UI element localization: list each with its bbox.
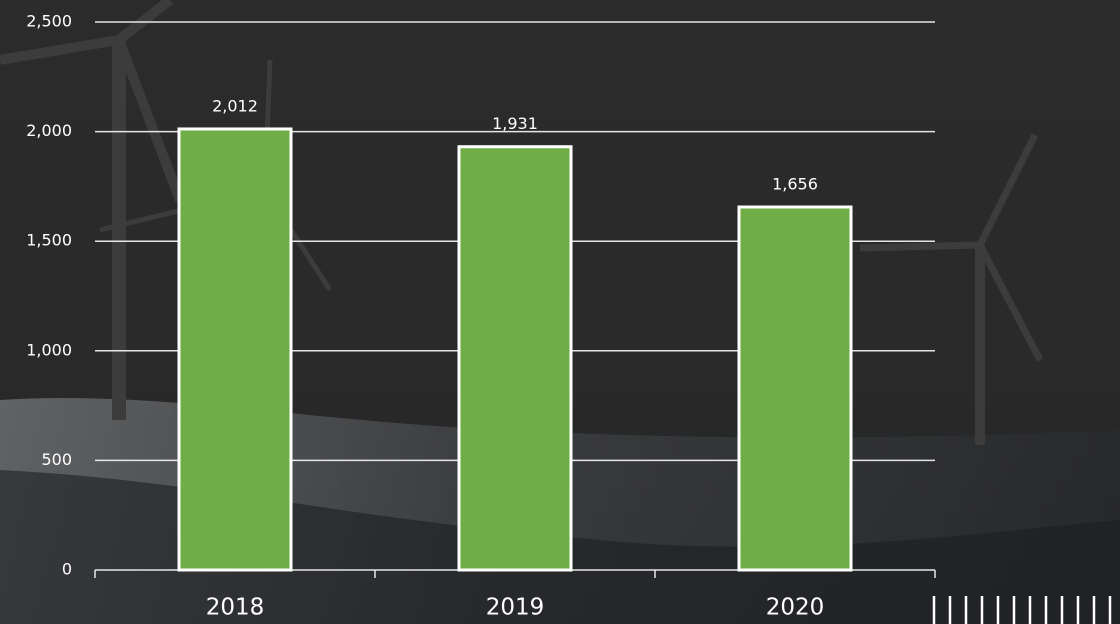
x-tick-label: 2019	[486, 595, 545, 621]
x-tick-label: 2020	[766, 595, 825, 621]
value-label: 1,656	[772, 175, 818, 194]
y-tick-label: 1,000	[26, 340, 72, 359]
y-tick-label: 500	[41, 450, 72, 469]
x-tick-label: 2018	[206, 595, 265, 621]
bar	[457, 145, 573, 572]
y-tick-label: 2,500	[26, 12, 72, 31]
value-label: 2,012	[212, 96, 258, 115]
y-tick-label: 0	[62, 560, 72, 579]
y-tick-label: 2,000	[26, 121, 72, 140]
value-label: 1,931	[492, 114, 538, 133]
bar	[737, 205, 853, 572]
bar	[177, 127, 293, 572]
y-tick-label: 1,500	[26, 231, 72, 250]
